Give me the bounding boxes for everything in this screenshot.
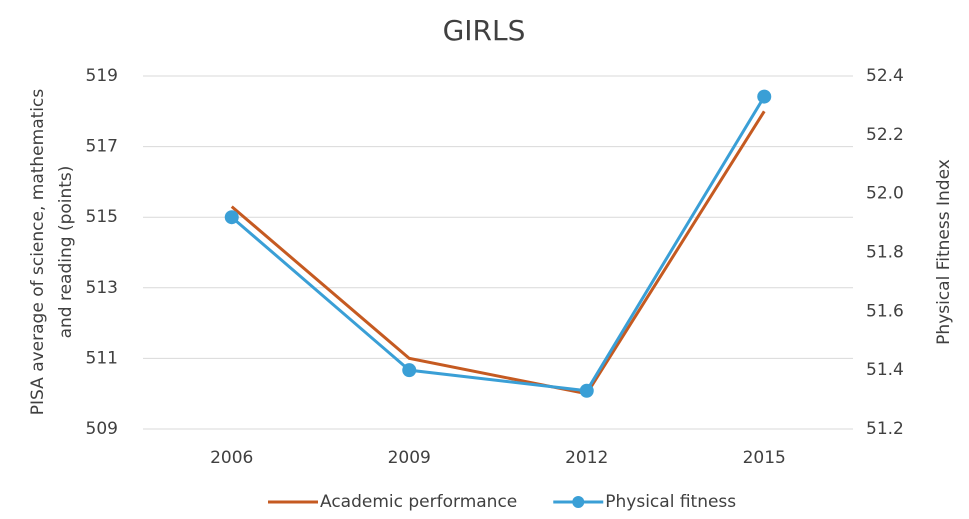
y-axis-label: PISA average of science, mathematics [28, 89, 48, 416]
point [579, 383, 594, 398]
x-tick-label: 2009 [388, 448, 431, 468]
series-line [230, 95, 766, 393]
y-tick-label: 511 [86, 348, 118, 368]
y-axis-label: and reading (points) [56, 166, 76, 339]
y2-tick-label: 51.6 [866, 301, 904, 321]
point [402, 363, 417, 378]
chart-title: GIRLS [443, 14, 526, 47]
x-tick-label: 2006 [210, 448, 253, 468]
y2-tick-label: 52.0 [866, 184, 904, 204]
x-tick-label: 2012 [565, 448, 608, 468]
legend-label: Physical fitness [605, 492, 736, 512]
y-tick-label: 513 [86, 278, 118, 298]
y2-tick-label: 51.4 [866, 360, 904, 380]
series-line [230, 110, 766, 396]
y2-tick-label: 52.4 [866, 66, 904, 86]
legend-marker [572, 496, 585, 508]
y2-tick-label: 51.2 [866, 419, 904, 439]
y-tick-label: 509 [86, 419, 118, 439]
y-tick-label: 519 [86, 66, 118, 86]
y2-tick-label: 51.8 [866, 243, 904, 263]
point [224, 210, 239, 225]
y2-axis-label: Physical Fitness Index [934, 159, 954, 345]
y-tick-label: 517 [86, 137, 118, 157]
y2-tick-label: 52.2 [866, 125, 904, 145]
legend-label: Academic performance [320, 492, 517, 512]
x-tick-label: 2015 [743, 448, 786, 468]
y-tick-label: 515 [86, 207, 118, 227]
point [757, 89, 772, 104]
